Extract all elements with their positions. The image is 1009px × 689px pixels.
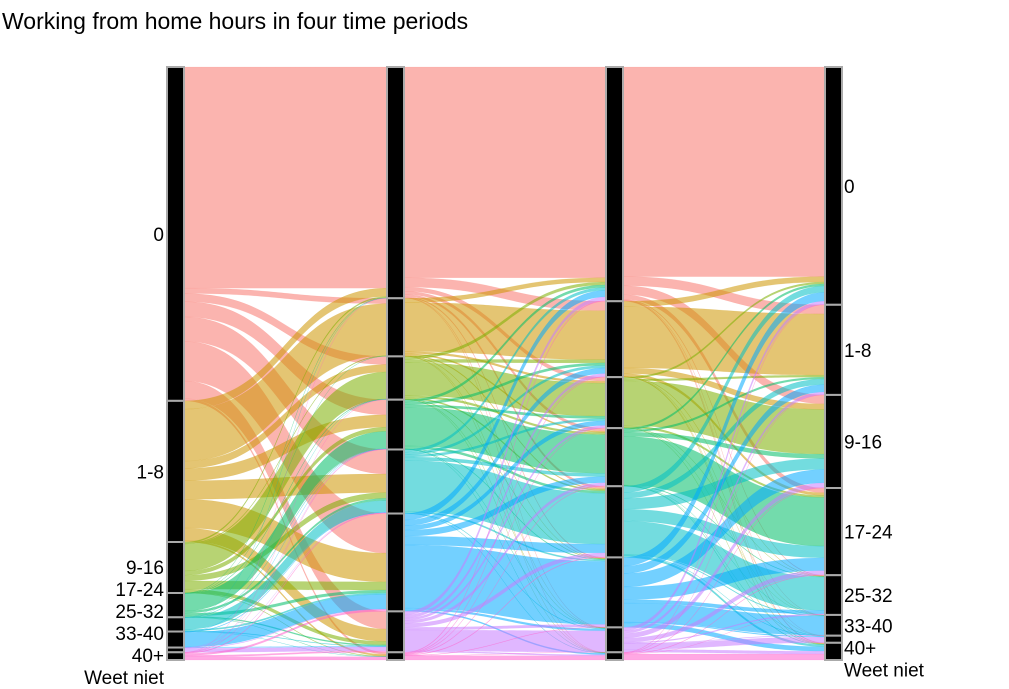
flow-3-Weet niet-to-Weet niet [622, 653, 826, 661]
stratum-axis1-0 [166, 66, 185, 402]
stratum-axis4-Weet niet [824, 641, 843, 661]
stratum-label-axis1: 1-8 [137, 462, 164, 483]
stratum-axis1-1-8 [166, 399, 185, 543]
flow-2-9-16-to-1-8 [403, 359, 607, 364]
stratum-axis2-9-16 [386, 355, 405, 401]
stratum-label-axis1: 9-16 [126, 558, 164, 579]
stratum-label-axis4: 17-24 [844, 523, 893, 544]
stratum-label-axis1: Weet niet [84, 668, 165, 689]
stratum-label-axis4: 40+ [844, 638, 876, 659]
stratum-axis2-40+ [386, 610, 405, 654]
stratum-axis3-1-8 [605, 300, 624, 379]
stratum-label-axis4: Weet niet [844, 660, 925, 681]
stratum-axis3-Weet niet [605, 651, 624, 662]
stratum-axis2-0 [386, 66, 405, 300]
stratum-axis1-33-40 [166, 630, 185, 649]
chart-title: Working from home hours in four time per… [2, 8, 469, 34]
stratum-axis1-25-32 [166, 616, 185, 633]
stratum-axis2-1-8 [386, 297, 405, 358]
strata-layer [166, 66, 843, 662]
flow-1-0-to-0 [183, 66, 388, 289]
stratum-label-axis4: 1-8 [844, 341, 871, 362]
stratum-axis3-0 [605, 66, 624, 303]
stratum-axis2-25-32 [386, 448, 405, 515]
flow-2-0-to-0 [403, 66, 607, 278]
stratum-axis4-9-16 [824, 393, 843, 490]
stratum-label-axis1: 25-32 [115, 602, 164, 623]
stratum-axis3-40+ [605, 626, 624, 654]
stratum-axis4-0 [824, 66, 843, 306]
stratum-axis3-25-32 [605, 485, 624, 559]
stratum-axis3-17-24 [605, 427, 624, 488]
flow-3-0-to-0 [622, 66, 826, 277]
stratum-axis2-Weet niet [386, 651, 405, 662]
stratum-axis4-25-32 [824, 574, 843, 616]
flow-2-Weet niet-to-Weet niet [403, 655, 607, 661]
stratum-axis1-17-24 [166, 591, 185, 619]
stratum-label-axis1: 33-40 [115, 624, 164, 645]
stratum-label-axis1: 40+ [132, 646, 164, 667]
stratum-axis4-33-40 [824, 613, 843, 637]
stratum-axis4-40+ [824, 634, 843, 644]
stratum-axis4-1-8 [824, 303, 843, 396]
flow-1-Weet niet-to-Weet niet [183, 656, 388, 661]
stratum-axis2-17-24 [386, 398, 405, 451]
stratum-label-axis4: 25-32 [844, 586, 893, 607]
stratum-axis4-17-24 [824, 487, 843, 577]
stratum-axis1-9-16 [166, 540, 185, 594]
stratum-label-axis4: 0 [844, 177, 855, 198]
flows-layer [183, 66, 826, 661]
stratum-axis3-33-40 [605, 556, 624, 629]
stratum-label-axis4: 9-16 [844, 432, 882, 453]
stratum-axis3-9-16 [605, 376, 624, 430]
stratum-axis1-Weet niet [166, 651, 185, 662]
stratum-label-axis1: 0 [153, 225, 164, 246]
stratum-axis2-33-40 [386, 512, 405, 613]
stratum-label-axis1: 17-24 [115, 580, 164, 601]
stratum-label-axis4: 33-40 [844, 616, 893, 637]
